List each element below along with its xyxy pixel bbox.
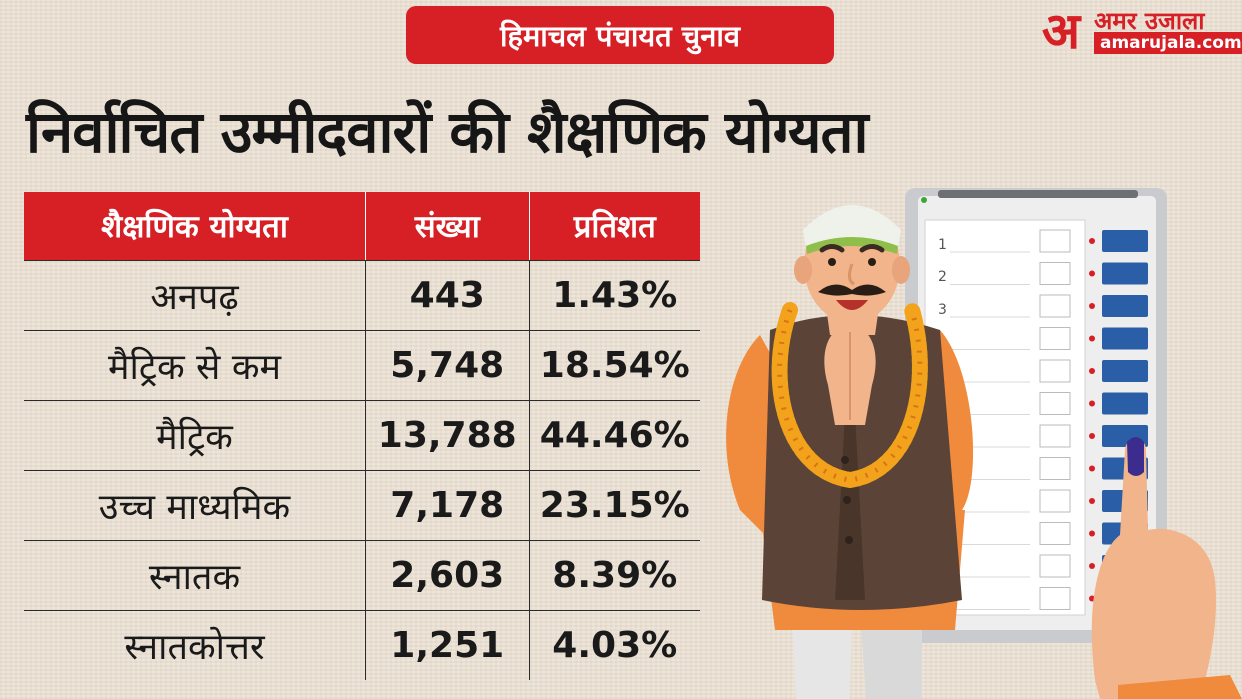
table-row: मैट्रिक 13,788 44.46% bbox=[24, 400, 700, 470]
row-percent: 18.54% bbox=[528, 331, 701, 400]
evm-symbol-box bbox=[1039, 457, 1071, 480]
headline-text: निर्वाचित उम्मीदवारों की शैक्षणिक योग्यत… bbox=[26, 97, 869, 166]
row-label: अनपढ़ bbox=[150, 277, 239, 318]
topic-badge-text: हिमाचल पंचायत चुनाव bbox=[500, 18, 740, 53]
row-count: 5,748 bbox=[364, 331, 529, 400]
row-count: 1,251 bbox=[364, 611, 529, 680]
row-percent: 44.46% bbox=[528, 401, 701, 470]
row-count: 7,178 bbox=[364, 471, 529, 540]
row-label: मैट्रिक bbox=[156, 417, 233, 458]
evm-vote-button bbox=[1102, 327, 1148, 350]
evm-indicator-light bbox=[1089, 465, 1095, 472]
voting-finger-icon bbox=[1091, 437, 1242, 699]
row-percent: 1.43% bbox=[528, 261, 701, 330]
evm-symbol-box bbox=[1039, 392, 1071, 415]
evm-symbol-box bbox=[1039, 294, 1071, 318]
evm-indicator-light bbox=[1089, 400, 1095, 407]
logo-name: अमर उजाला bbox=[1094, 7, 1205, 35]
row-count: 13,788 bbox=[364, 401, 529, 470]
table-header: शैक्षणिक योग्यता संख्या प्रतिशत bbox=[24, 192, 700, 260]
evm-symbol-box bbox=[1039, 522, 1071, 545]
row-label: स्नातक bbox=[148, 557, 241, 598]
row-percent: 8.39% bbox=[528, 541, 701, 610]
logo-url: amarujala.com bbox=[1094, 32, 1242, 54]
evm-indicator-light bbox=[1089, 433, 1095, 439]
evm-indicator-light bbox=[1089, 270, 1095, 277]
header-count: संख्या bbox=[364, 192, 529, 260]
row-count: 2,603 bbox=[364, 541, 529, 610]
headline: निर्वाचित उम्मीदवारों की शैक्षणिक योग्यत… bbox=[26, 84, 1216, 174]
evm-vote-button bbox=[1102, 230, 1148, 252]
header-qualification: शैक्षणिक योग्यता bbox=[101, 209, 288, 245]
evm-symbol-box bbox=[1039, 554, 1071, 578]
evm-vote-button bbox=[1102, 295, 1148, 317]
evm-number-1: 1 bbox=[938, 237, 947, 253]
table-row: उच्च माध्यमिक 7,178 23.15% bbox=[24, 470, 700, 540]
evm-vote-button bbox=[1102, 262, 1148, 285]
logo-mark: अ bbox=[1041, 2, 1081, 60]
evm-indicator-light bbox=[1089, 530, 1095, 537]
row-percent: 23.15% bbox=[528, 471, 701, 540]
evm-symbol-box bbox=[1039, 327, 1071, 350]
evm-indicator-light bbox=[1089, 303, 1095, 309]
row-percent: 4.03% bbox=[528, 611, 701, 680]
evm-symbol-box bbox=[1039, 587, 1071, 610]
row-label: स्नातकोत्तर bbox=[124, 627, 265, 668]
evm-symbol-box bbox=[1039, 359, 1071, 383]
table-row: मैट्रिक से कम 5,748 18.54% bbox=[24, 330, 700, 400]
evm-indicator-light bbox=[1089, 368, 1095, 374]
evm-indicator-light bbox=[1089, 498, 1095, 504]
row-label: उच्च माध्यमिक bbox=[98, 487, 291, 528]
evm-symbol-box bbox=[1039, 229, 1071, 253]
table-row: अनपढ़ 443 1.43% bbox=[24, 260, 700, 330]
candidate-figure bbox=[726, 205, 974, 699]
evm-vote-button bbox=[1102, 392, 1148, 415]
evm-symbol-box bbox=[1039, 424, 1071, 448]
amarujala-logo: अ अमर उजाला amarujala.com bbox=[1030, 2, 1242, 60]
evm-indicator-light bbox=[1089, 595, 1095, 602]
row-label: मैट्रिक से कम bbox=[107, 347, 282, 388]
topic-badge: हिमाचल पंचायत चुनाव bbox=[406, 6, 834, 64]
table-row: स्नातकोत्तर 1,251 4.03% bbox=[24, 610, 700, 680]
evm-indicator-light bbox=[1089, 238, 1095, 244]
evm-symbol-box bbox=[1039, 489, 1071, 513]
evm-indicator-light bbox=[1089, 335, 1095, 342]
evm-indicator-light bbox=[1089, 563, 1095, 569]
qualification-table: शैक्षणिक योग्यता संख्या प्रतिशत अनपढ़ 44… bbox=[24, 192, 700, 680]
evm-vote-button bbox=[1102, 360, 1148, 382]
evm-number-3: 3 bbox=[938, 302, 947, 318]
evm-symbol-box bbox=[1039, 262, 1071, 285]
row-count: 443 bbox=[364, 261, 529, 330]
evm-number-2: 2 bbox=[938, 269, 947, 285]
candidate-evm-illustration: 1 2 3 bbox=[726, 188, 1242, 699]
header-percent: प्रतिशत bbox=[528, 192, 701, 260]
table-row: स्नातक 2,603 8.39% bbox=[24, 540, 700, 610]
